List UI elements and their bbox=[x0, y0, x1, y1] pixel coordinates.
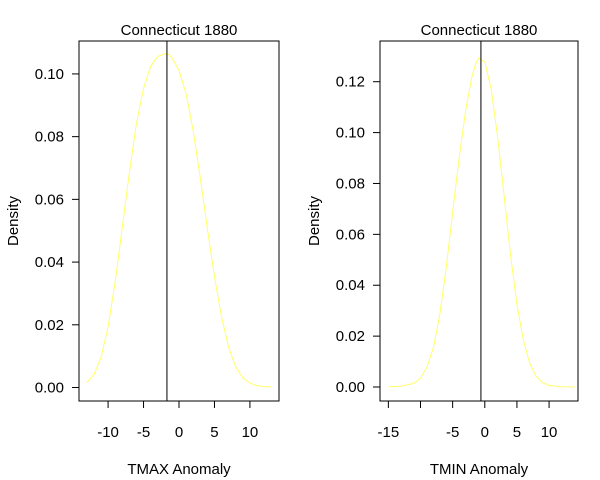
panel-1-x-tick-label: 5 bbox=[210, 424, 218, 441]
panel-2-y-tick-label: 0.08 bbox=[336, 175, 365, 192]
panel-2-x-tick-label: 10 bbox=[541, 424, 558, 441]
panel-2-x-tick-label: 5 bbox=[513, 424, 521, 441]
panel-1-title: Connecticut 1880 bbox=[121, 22, 238, 39]
panel-1-y-tick-label: 0.08 bbox=[35, 129, 64, 146]
panel-2-x-tick-label: -5 bbox=[446, 424, 459, 441]
panel-1-y-tick-label: 0.00 bbox=[35, 380, 64, 397]
panel-2-density-line-1 bbox=[388, 57, 575, 388]
panel-1-y-tick-label: 0.10 bbox=[35, 66, 64, 83]
panel-2-y-tick-label: 0.00 bbox=[336, 379, 365, 396]
panel-2-x-tick-label: -15 bbox=[378, 424, 400, 441]
panel-2-y-tick-label: 0.06 bbox=[336, 226, 365, 243]
panel-2-x-axis-label: TMIN Anomaly bbox=[430, 461, 529, 478]
panel-1-y-tick-label: 0.02 bbox=[35, 317, 64, 334]
panel-1-plot-frame bbox=[78, 40, 280, 402]
panel-1-y-tick-label: 0.06 bbox=[35, 191, 64, 208]
panel-2-y-tick-label: 0.04 bbox=[336, 277, 365, 294]
panel-1-x-axis-label: TMAX Anomaly bbox=[127, 461, 231, 478]
panel-2-title: Connecticut 1880 bbox=[421, 22, 538, 39]
panel-1-x-tick-label: -5 bbox=[137, 424, 150, 441]
panel-2-plot-frame bbox=[379, 40, 579, 402]
panel-1-x-tick-label: 0 bbox=[175, 424, 183, 441]
panel-2-x-tick-label: 0 bbox=[481, 424, 489, 441]
panel-2-y-axis-label: Density bbox=[306, 195, 323, 246]
panel-2-y-tick-label: 0.12 bbox=[336, 74, 365, 91]
panel-1-y-axis-label: Density bbox=[5, 195, 22, 246]
panel-2-y-tick-label: 0.02 bbox=[336, 328, 365, 345]
panel-1-x-tick-label: 10 bbox=[242, 424, 259, 441]
panel-1-x-tick-label: -10 bbox=[97, 424, 119, 441]
panel-1-density-line-1 bbox=[86, 53, 272, 388]
panel-1-y-tick-label: 0.04 bbox=[35, 254, 64, 271]
panel-2-y-tick-label: 0.10 bbox=[336, 125, 365, 142]
